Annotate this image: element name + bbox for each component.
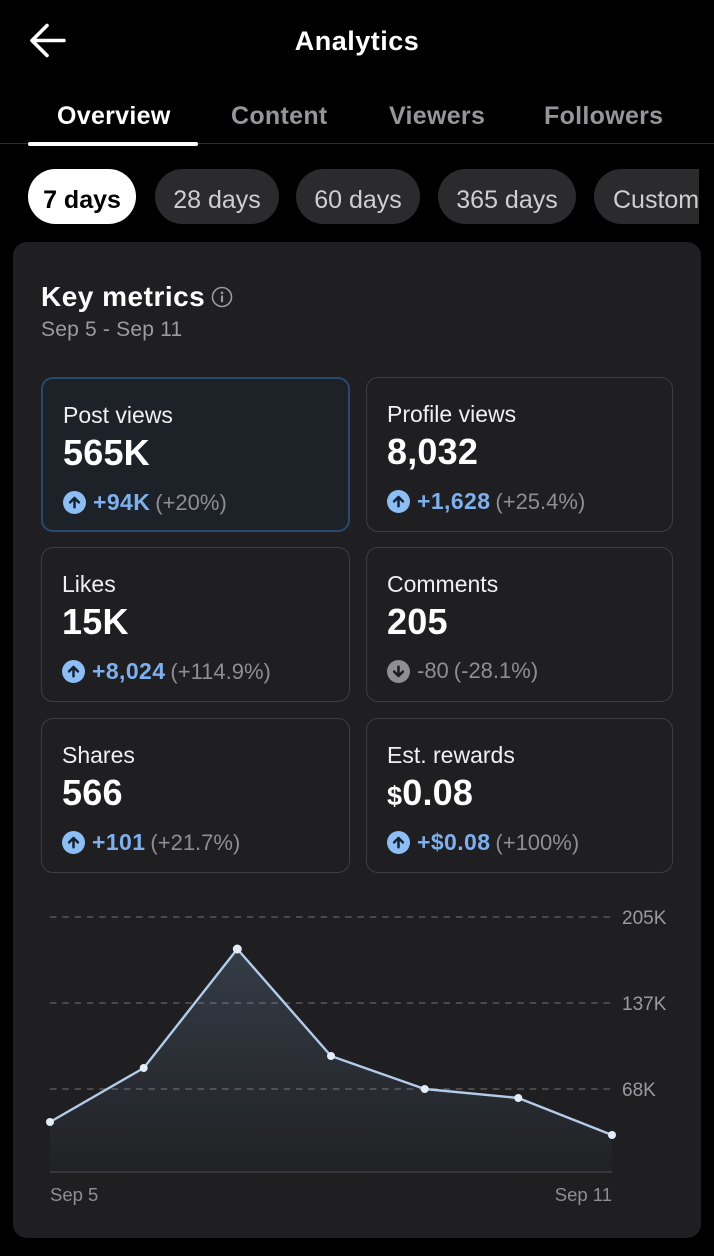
svg-text:Sep 11: Sep 11 <box>555 1184 612 1205</box>
svg-text:205K: 205K <box>622 908 667 929</box>
svg-text:68K: 68K <box>622 1080 656 1101</box>
svg-text:Sep 5: Sep 5 <box>50 1184 98 1205</box>
svg-text:137K: 137K <box>622 994 667 1015</box>
